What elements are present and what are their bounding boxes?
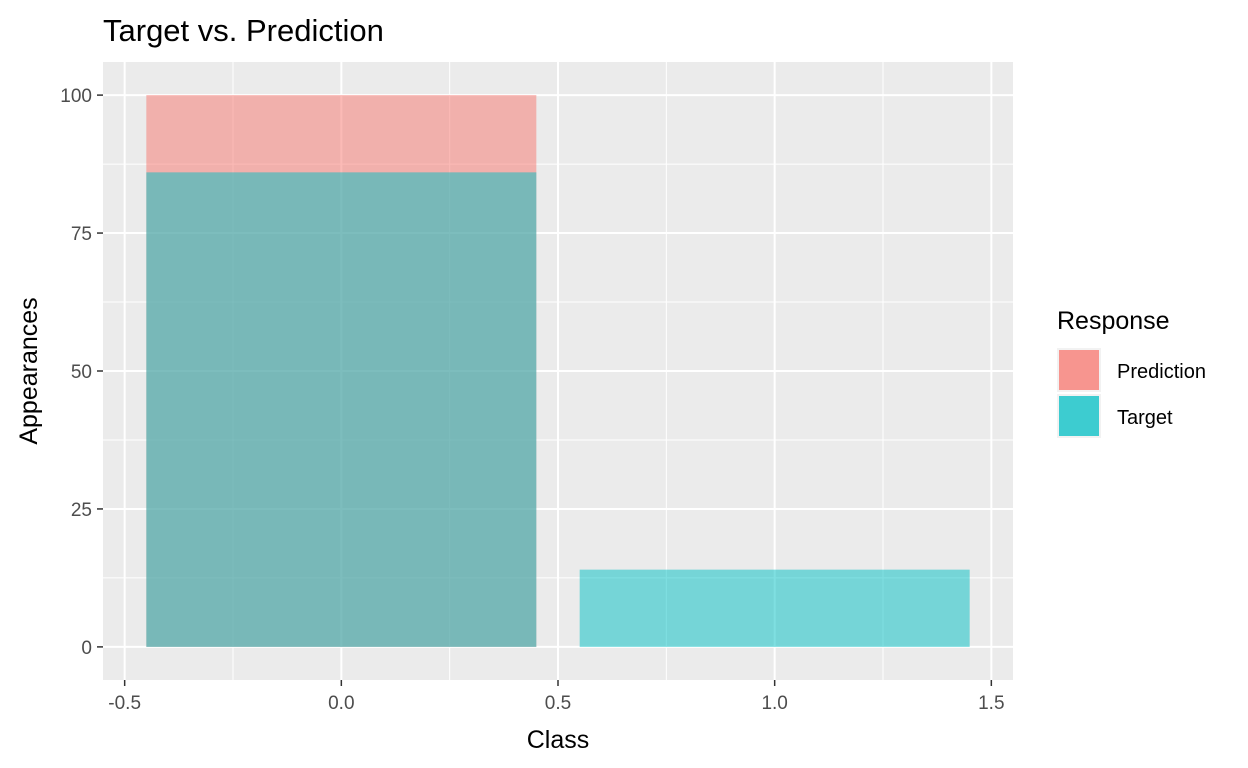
bars bbox=[146, 95, 970, 647]
legend-key-target bbox=[1059, 396, 1099, 436]
y-tick-label: 75 bbox=[71, 224, 92, 245]
legend-items: Prediction Target bbox=[1057, 348, 1206, 438]
bar-target-0 bbox=[146, 172, 537, 647]
legend-key-prediction bbox=[1059, 350, 1099, 390]
x-axis: -0.5 0.0 0.5 1.0 1.5 bbox=[108, 680, 1005, 714]
x-tick-label: 1.0 bbox=[761, 693, 787, 714]
y-tick-label: 0 bbox=[81, 638, 92, 659]
legend-label-target: Target bbox=[1117, 407, 1173, 429]
bar-target-1 bbox=[579, 569, 970, 647]
y-tick-label: 50 bbox=[71, 362, 92, 383]
x-tick-label: 0.5 bbox=[545, 693, 571, 714]
y-axis: 0 25 50 75 100 bbox=[60, 86, 103, 659]
x-tick-label: -0.5 bbox=[108, 693, 141, 714]
x-tick-label: 0.0 bbox=[328, 693, 354, 714]
legend-label-prediction: Prediction bbox=[1117, 361, 1206, 383]
y-tick-label: 100 bbox=[60, 86, 92, 107]
chart-title: Target vs. Prediction bbox=[103, 13, 384, 48]
x-tick-label: 1.5 bbox=[978, 693, 1004, 714]
x-axis-title: Class bbox=[527, 726, 590, 754]
y-axis-title: Appearances bbox=[15, 297, 43, 444]
legend-title: Response bbox=[1057, 307, 1170, 335]
legend: Response Prediction Target bbox=[1057, 307, 1206, 438]
y-tick-label: 25 bbox=[71, 500, 92, 521]
